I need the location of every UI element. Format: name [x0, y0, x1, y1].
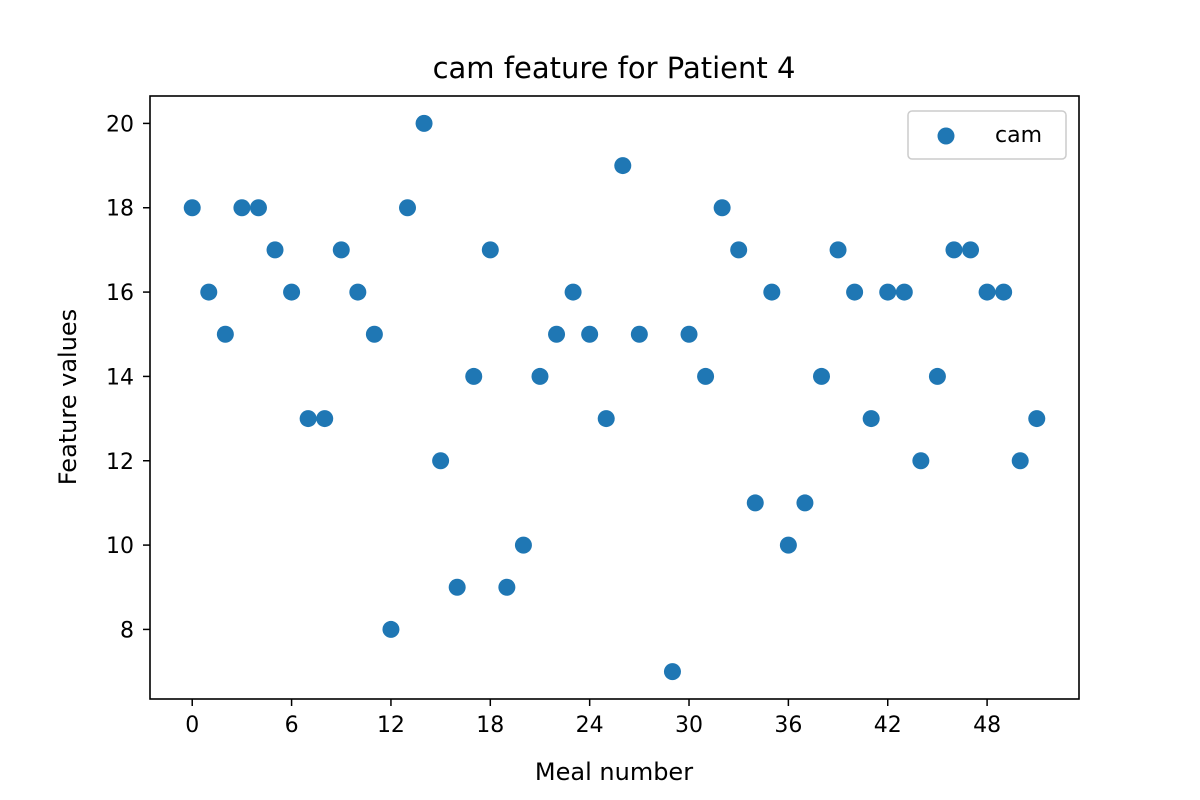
- x-tick-label: 12: [377, 713, 405, 738]
- data-point: [465, 367, 483, 385]
- y-tick-label: 14: [106, 365, 134, 390]
- data-point: [812, 367, 830, 385]
- data-point: [399, 199, 417, 217]
- data-point: [829, 241, 847, 259]
- data-point: [713, 199, 731, 217]
- x-tick-label: 24: [576, 713, 604, 738]
- data-point: [531, 367, 549, 385]
- y-tick-label: 16: [106, 281, 134, 306]
- data-point: [895, 283, 913, 301]
- data-point: [945, 241, 963, 259]
- data-point: [564, 283, 582, 301]
- data-point: [432, 452, 450, 470]
- y-tick-label: 18: [106, 197, 134, 222]
- data-point: [862, 410, 880, 428]
- data-point: [995, 283, 1013, 301]
- data-points: [183, 114, 1046, 681]
- x-axis-label: Meal number: [535, 758, 693, 786]
- legend-label: cam: [995, 123, 1042, 148]
- legend-box: [907, 110, 1067, 160]
- data-point: [283, 283, 301, 301]
- data-point: [183, 199, 201, 217]
- data-point: [382, 620, 400, 638]
- legend-marker: [937, 127, 955, 145]
- x-tick-label: 36: [774, 713, 802, 738]
- chart-title: cam feature for Patient 4: [433, 51, 796, 85]
- data-point: [316, 410, 334, 428]
- y-tick-label: 8: [120, 618, 134, 643]
- data-point: [1011, 452, 1029, 470]
- data-point: [1028, 410, 1046, 428]
- y-tick-label: 20: [106, 112, 134, 137]
- data-point: [548, 325, 566, 343]
- data-point: [415, 114, 433, 132]
- data-point: [216, 325, 234, 343]
- data-point: [498, 578, 516, 596]
- data-point: [746, 494, 764, 512]
- data-point: [581, 325, 599, 343]
- data-point: [630, 325, 648, 343]
- data-point: [299, 410, 317, 428]
- data-point: [249, 199, 267, 217]
- data-point: [614, 157, 632, 175]
- data-point: [846, 283, 864, 301]
- data-point: [680, 325, 698, 343]
- data-point: [912, 452, 930, 470]
- data-point: [879, 283, 897, 301]
- data-point: [481, 241, 499, 259]
- x-axis-ticks: 0 6 12 18 24 30 36 42 48: [185, 699, 1001, 738]
- data-point: [962, 241, 980, 259]
- y-tick-label: 10: [106, 534, 134, 559]
- x-tick-label: 30: [675, 713, 703, 738]
- data-point: [779, 536, 797, 554]
- data-point: [233, 199, 251, 217]
- x-tick-label: 6: [285, 713, 299, 738]
- y-axis-label: Feature values: [54, 309, 82, 485]
- data-point: [763, 283, 781, 301]
- data-point: [200, 283, 218, 301]
- data-point: [514, 536, 532, 554]
- data-point: [266, 241, 284, 259]
- data-point: [730, 241, 748, 259]
- data-point: [978, 283, 996, 301]
- y-tick-label: 12: [106, 450, 134, 475]
- data-point: [697, 367, 715, 385]
- data-point: [332, 241, 350, 259]
- y-axis-ticks: 8 10 12 14 16 18 20: [106, 112, 150, 643]
- data-point: [365, 325, 383, 343]
- x-tick-label: 0: [185, 713, 199, 738]
- plot-frame: [149, 95, 1080, 700]
- x-tick-label: 42: [874, 713, 902, 738]
- data-point: [796, 494, 814, 512]
- x-tick-label: 48: [973, 713, 1001, 738]
- data-point: [663, 663, 681, 681]
- x-tick-label: 18: [476, 713, 504, 738]
- data-point: [448, 578, 466, 596]
- legend: cam: [907, 110, 1067, 160]
- data-point: [597, 410, 615, 428]
- data-point: [928, 367, 946, 385]
- data-point: [349, 283, 367, 301]
